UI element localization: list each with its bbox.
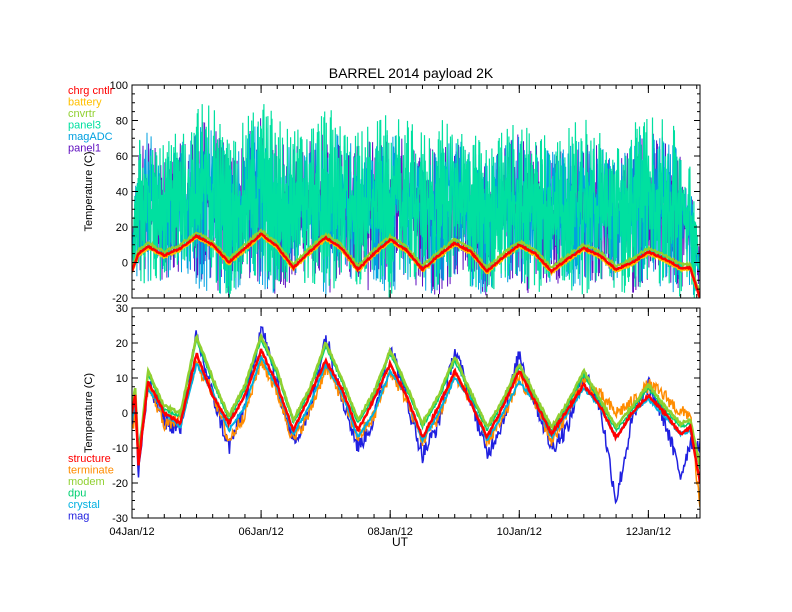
y-tick-label: 0 — [122, 408, 128, 420]
y-tick-label: 60 — [116, 151, 128, 163]
y-tick-label: 80 — [116, 116, 128, 128]
series-line-structure — [132, 348, 700, 484]
y-tick-label: 30 — [116, 303, 128, 315]
x-tick-label: 06Jan/12 — [238, 526, 283, 538]
legend-item: terminate — [68, 465, 114, 477]
y-tick-label: -10 — [112, 443, 128, 455]
legend-item: magADC — [68, 131, 113, 143]
legend-item: dpu — [68, 488, 86, 500]
legend-item: battery — [68, 97, 102, 109]
y-tick-label: 20 — [116, 222, 128, 234]
y-tick-label: -20 — [112, 478, 128, 490]
y-axis-label: Temperature (C) — [83, 151, 95, 231]
y-tick-label: -20 — [112, 293, 128, 305]
series-line-chrg-cntlr — [132, 232, 700, 298]
legend-item: structure — [68, 453, 111, 465]
y-tick-label: 20 — [116, 338, 128, 350]
chart-title: BARREL 2014 payload 2K — [329, 65, 494, 81]
y-tick-label: 100 — [110, 80, 128, 92]
legend-item: panel3 — [68, 120, 101, 132]
y-tick-label: 40 — [116, 187, 128, 199]
series-line-modem — [132, 332, 700, 466]
legend-item: cnvrtr — [68, 108, 96, 120]
legend-item: panel1 — [68, 143, 101, 155]
series-line-panel3 — [132, 104, 700, 298]
plot-area — [132, 104, 700, 298]
legend-item: crystal — [68, 499, 100, 511]
series-line-cnvrtr — [132, 228, 700, 295]
x-tick-label: 12Jan/12 — [626, 526, 671, 538]
x-tick-label: 04Jan/12 — [109, 526, 154, 538]
x-axis-label: UT — [392, 535, 409, 549]
top-panel: -20 0 20 40 60 80 100 Temperature (C) chrg cntlr… — [68, 80, 701, 305]
y-tick-label: 0 — [122, 258, 128, 270]
y-axis-label: Temperature (C) — [83, 373, 95, 453]
bottom-panel: -30 -20 -10 0 10 20 30 04Jan/12 06Jan/12 08Jan/12… — [68, 303, 701, 538]
y-tick-label: -30 — [112, 513, 128, 525]
plot-area — [132, 326, 700, 508]
legend-item: modem — [68, 476, 105, 488]
legend-item: chrg cntlr — [68, 85, 114, 97]
x-tick-label: 10Jan/12 — [497, 526, 542, 538]
y-tick-label: 10 — [116, 373, 128, 385]
x-tick-label: 08Jan/12 — [368, 526, 413, 538]
legend-item: mag — [68, 511, 89, 523]
